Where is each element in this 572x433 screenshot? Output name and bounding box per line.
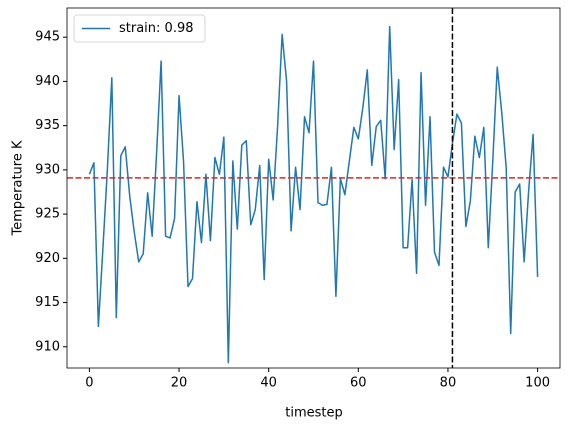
y-tick-label: 920 <box>35 251 60 266</box>
y-tick-label: 915 <box>35 295 60 310</box>
y-tick-label: 945 <box>35 30 60 45</box>
legend-box <box>73 14 206 43</box>
y-axis-label: Temperature K <box>11 140 26 236</box>
y-tick-label: 930 <box>35 162 60 177</box>
plot-frame <box>66 7 561 369</box>
x-tick-label: 60 <box>350 376 367 391</box>
x-tick-label: 40 <box>260 376 277 391</box>
y-tick-label: 910 <box>35 339 60 354</box>
x-tick-label: 100 <box>525 376 550 391</box>
x-tick-label: 20 <box>171 376 188 391</box>
x-tick-label: 0 <box>85 376 93 391</box>
y-tick-label: 925 <box>35 207 60 222</box>
x-axis-label: timestep <box>285 406 343 421</box>
x-tick-label: 80 <box>440 376 457 391</box>
y-tick-label: 935 <box>35 118 60 133</box>
legend-label: strain: 0.98 <box>119 21 194 36</box>
data-line <box>88 25 539 364</box>
y-tick-label: 940 <box>35 74 60 89</box>
